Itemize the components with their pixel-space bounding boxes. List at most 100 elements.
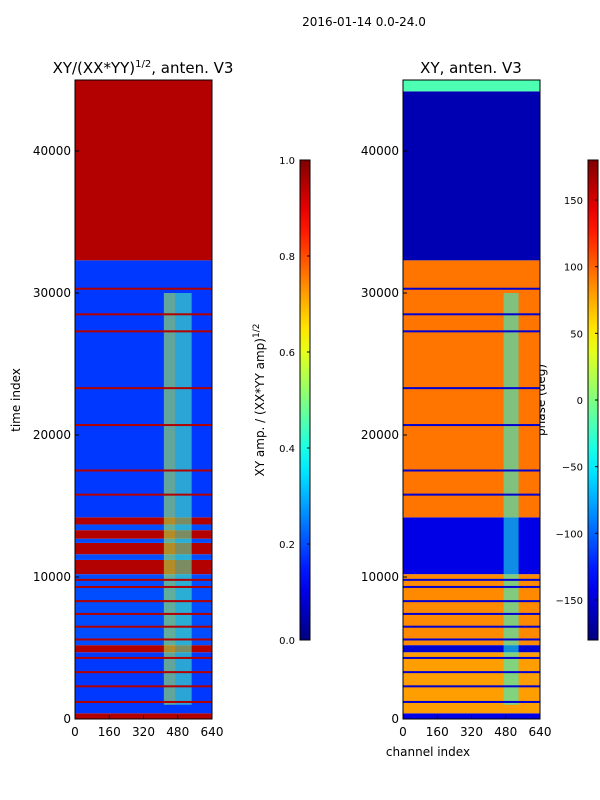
heatmap-stripe [75,469,212,472]
left-title-superscript: 1/2 [135,59,151,70]
colorbar-tick-label: −100 [556,529,583,540]
right-x-axis-label: channel index [386,745,470,759]
heatmap-stripe [75,287,212,290]
colorbar-tick-label: −50 [562,463,583,474]
colorbar-tick-label: 1.0 [279,156,295,167]
heatmap-stripe [403,313,540,316]
heatmap-band [403,91,540,261]
y-tick-label: 30000 [33,286,71,300]
x-tick-label: 640 [201,725,224,739]
colorbar-tick-label: 0.4 [279,444,295,455]
heatmap-stripe [75,638,212,641]
y-tick-label: 30000 [361,286,399,300]
colorbar-tick-label: 100 [564,263,583,274]
heatmap-feature-column [163,293,176,705]
x-tick-label: 320 [132,725,155,739]
y-tick-label: 10000 [361,570,399,584]
x-tick-label: 480 [166,725,189,739]
heatmap-band [403,574,540,646]
left-title-main: XY/(XX*YY) [53,59,136,77]
y-tick-label: 20000 [33,428,71,442]
heatmap-stripe [403,424,540,427]
colorbar-tick-label: 150 [564,196,583,207]
heatmap-stripe [403,493,540,496]
heatmap-band [403,652,540,714]
x-tick-label: 480 [494,725,517,739]
colorbar-tick-label: 0.2 [279,540,295,551]
left-y-axis-label: time index [9,368,23,432]
colorbar-tick-label: 0 [577,396,583,407]
heatmap-band [403,645,540,653]
heatmap-band [75,554,212,560]
heatmap-stripe [75,578,212,581]
heatmap-stripe [75,671,212,674]
heatmap-feature-column [175,293,192,705]
y-tick-label: 0 [391,712,399,726]
heatmap-stripe [403,330,540,333]
heatmap-band [403,80,540,92]
left-colorbar-label-main: XY amp. / (XX*YY amp) [253,338,267,476]
left-colorbar-label: XY amp. / (XX*YY amp)1/2 [252,324,267,477]
heatmap-stripe [75,656,212,659]
heatmap-stripe [403,469,540,472]
colorbar [299,159,311,641]
heatmap-stripe [75,612,212,615]
heatmap-panel-2: 0 160 320 480 640 0 10000 20000 30000 40000 −150 −1… [361,79,599,739]
heatmap-stripe [75,700,212,703]
heatmap-stripe [403,656,540,659]
colorbar-tick-label: 0.8 [279,252,295,263]
heatmap-stripe [403,638,540,641]
heatmap-band [75,530,212,539]
heatmap-stripe [403,625,540,628]
heatmap-stripe [75,313,212,316]
y-tick-label: 20000 [361,428,399,442]
figure-suptitle: 2016-01-14 0.0-24.0 [302,15,426,29]
heatmap-stripe [403,685,540,688]
colorbar-tick-label: 0.6 [279,348,295,359]
heatmap-stripe [403,612,540,615]
heatmap-stripe [75,493,212,496]
colorbar-tick-label: −150 [556,596,583,607]
heatmap-feature-column [503,293,519,705]
heatmap-stripe [75,330,212,333]
heatmap-stripe [75,625,212,628]
heatmap-band [75,517,212,525]
left-panel-title: XY/(XX*YY)1/2, anten. V3 [53,59,234,77]
heatmap-stripe [403,600,540,603]
heatmap-stripe [403,578,540,581]
x-tick-label: 0 [71,725,79,739]
y-tick-label: 0 [63,712,71,726]
heatmap-stripe [75,600,212,603]
colorbar-tick-label: 0.0 [279,636,295,647]
heatmap-stripe [75,387,212,390]
left-title-suffix: , anten. V3 [151,59,233,77]
heatmap-band [75,542,212,555]
y-tick-label: 40000 [361,144,399,158]
x-tick-label: 0 [399,725,407,739]
heatmap-band [403,517,540,575]
x-tick-label: 320 [460,725,483,739]
heatmap-stripe [403,287,540,290]
y-tick-label: 10000 [33,570,71,584]
x-tick-label: 640 [529,725,552,739]
y-tick-label: 40000 [33,144,71,158]
heatmap-stripe [403,387,540,390]
heatmap-band [75,645,212,653]
heatmap-stripe [75,424,212,427]
heatmap-stripe [75,585,212,588]
left-colorbar-label-superscript: 1/2 [252,324,262,338]
heatmap-stripe [75,685,212,688]
heatmap-band [75,538,212,543]
heatmap-panels: 0 160 320 480 6400100002000030000400000.00.2… [33,79,599,739]
heatmap-stripe [403,585,540,588]
colorbar-tick-label: 50 [570,329,583,340]
heatmap-band [75,524,212,531]
x-tick-label: 160 [426,725,449,739]
heatmap-stripe [403,700,540,703]
heatmap-panel-1: 0 160 320 480 640 0 10000 20000 30000 40000 0.0 0.2… [33,79,311,739]
heatmap-band [75,80,212,261]
x-tick-label: 160 [98,725,121,739]
heatmap-stripe [403,671,540,674]
right-panel-title: XY, anten. V3 [420,59,522,77]
